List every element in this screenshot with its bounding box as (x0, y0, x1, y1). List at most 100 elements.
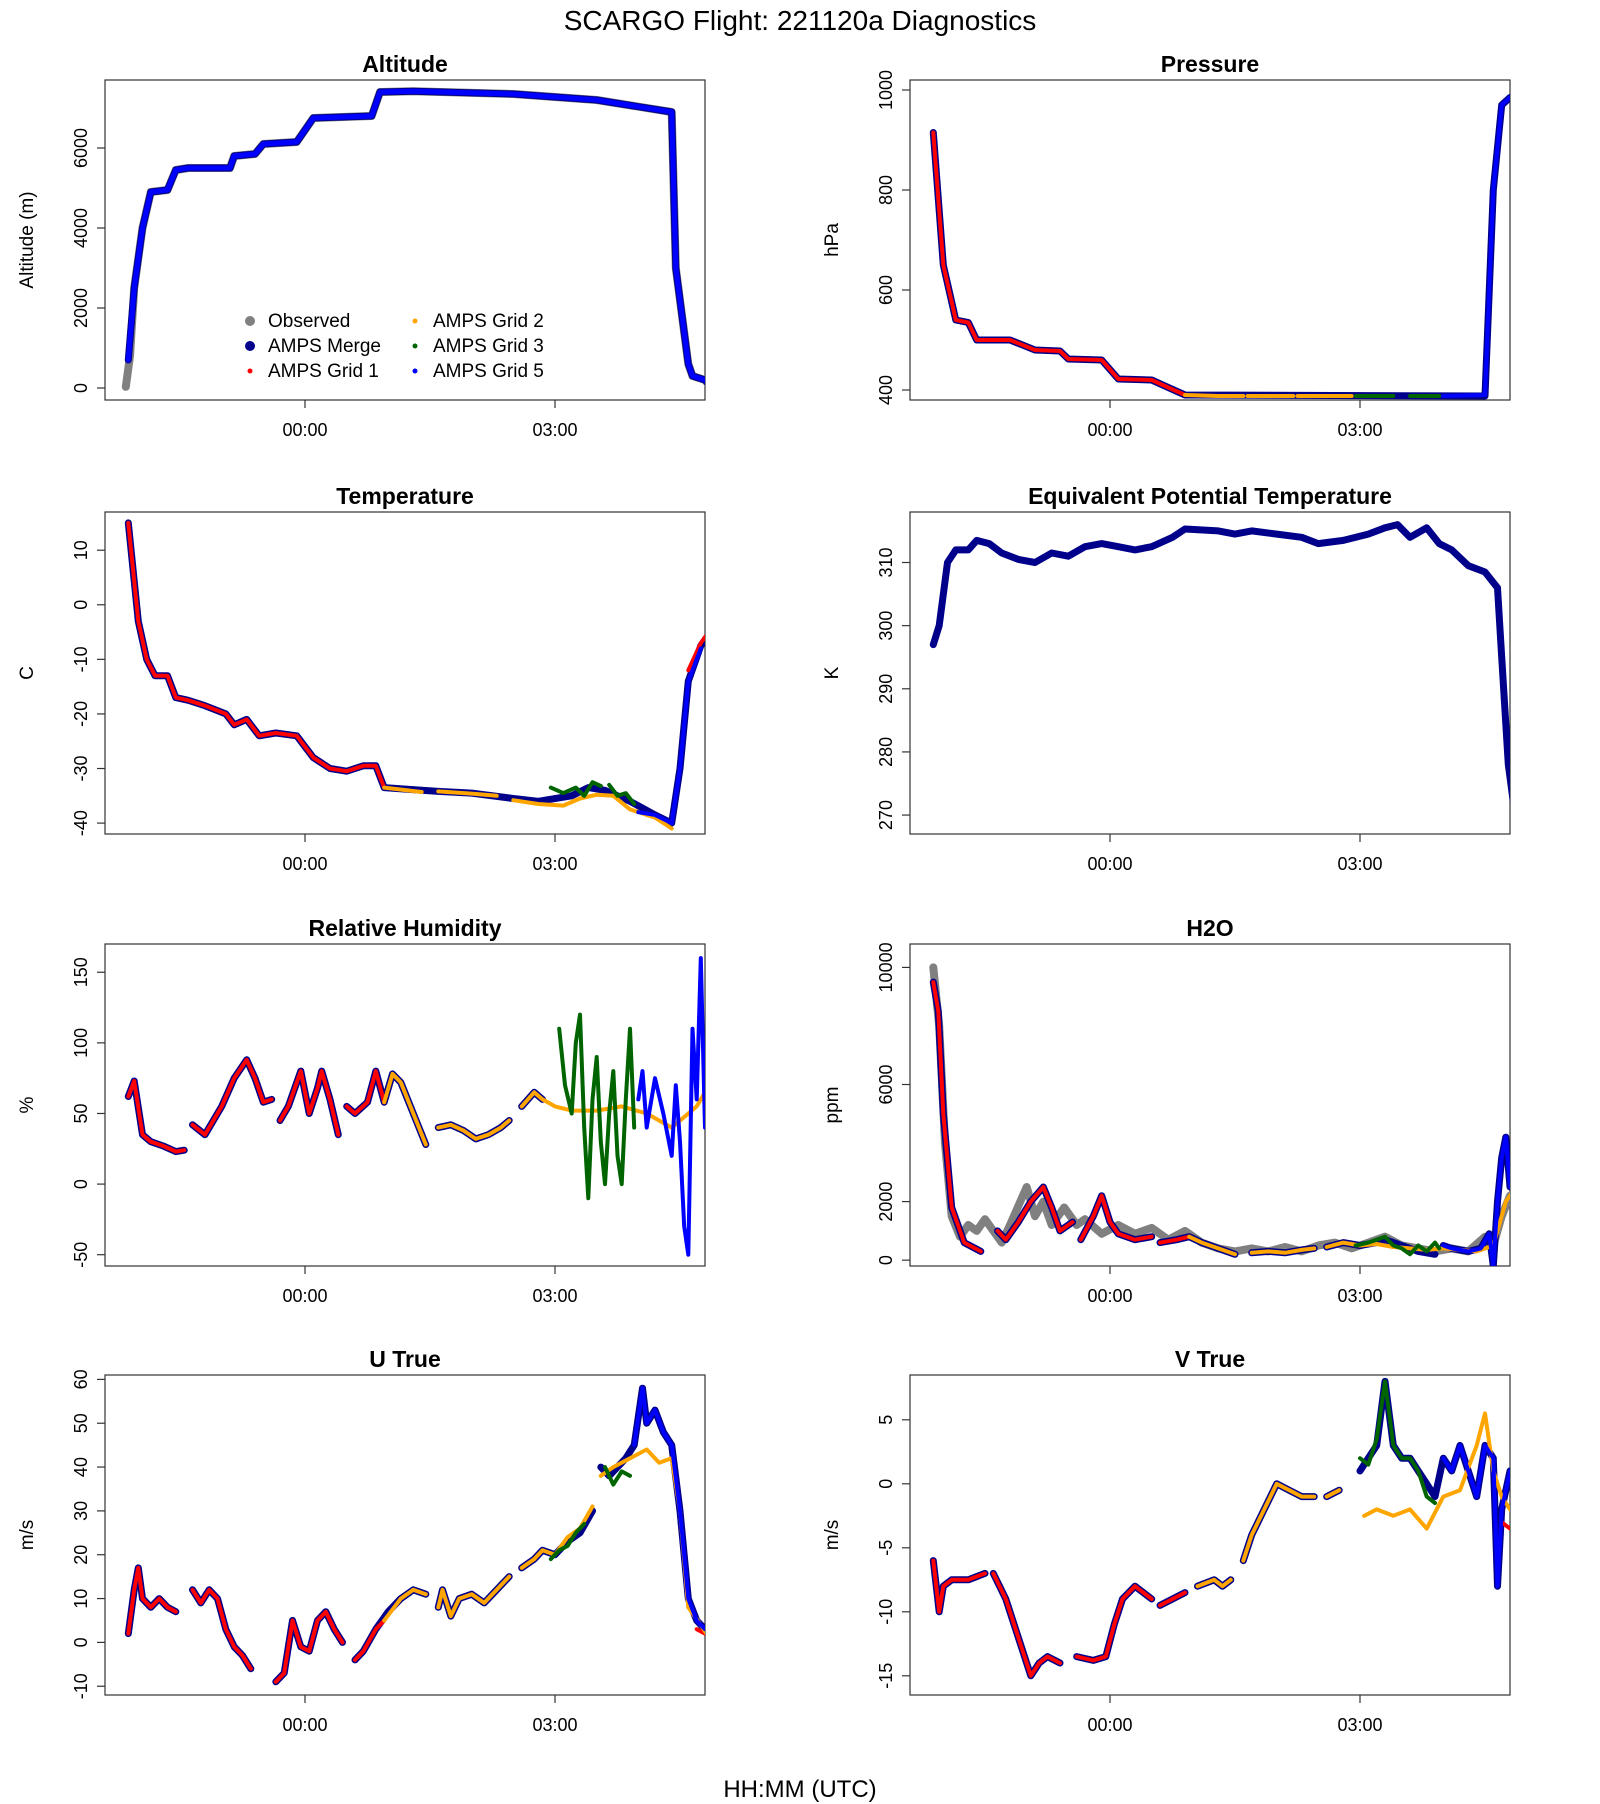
altitude-title: Altitude (362, 51, 448, 77)
legend-label-amps-grid-3: AMPS Grid 3 (433, 336, 544, 357)
legend-marker-amps-grid-2 (412, 318, 418, 324)
v-true-series-amps-grid-2 (1324, 1488, 1342, 1499)
u-true-ytick-label: 20 (71, 1545, 91, 1565)
u-true-xtick-label: 03:00 (532, 1715, 577, 1735)
u-true-ytick-label: 50 (71, 1413, 91, 1433)
relative-humidity-ytick-label: -50 (71, 1242, 91, 1268)
h2o-ytick-label: 10000 (876, 942, 896, 992)
h2o-ylabel: ppm (822, 1087, 843, 1124)
h2o-series-amps-grid-3 (1353, 1234, 1442, 1257)
u-true-series-amps-grid-2 (382, 1587, 428, 1623)
h2o-series-amps-grid-1 (931, 980, 983, 1254)
equivalent-potential-temperature-ytick-label: 270 (876, 800, 896, 830)
equivalent-potential-temperature-frame (909, 511, 1511, 835)
altitude-ytick-label: 0 (71, 383, 91, 393)
temperature-ytick-label: 10 (71, 540, 91, 560)
h2o-ytick-label: 0 (876, 1255, 896, 1265)
temperature-series-amps-grid-3 (548, 780, 603, 798)
altitude-ytick-label: 2000 (71, 288, 91, 328)
temperature-ytick-label: 0 (71, 600, 91, 610)
pressure-xtick-label: 03:00 (1337, 420, 1382, 440)
v-true-series-amps-grid-2 (1195, 1577, 1233, 1589)
u-true-series-amps-grid-1 (694, 1627, 705, 1637)
relative-humidity-series-amps-grid-1 (278, 1069, 341, 1137)
altitude-series-amps-grid-5 (125, 88, 705, 384)
altitude-panel: Altitude Altitude (m) 0 2000 4000 6000 00:00 03… (17, 51, 706, 440)
h2o-panel: H2O ppm 0 2000 6000 10000 00:00 03:00 (822, 915, 1511, 1306)
u-true-series-amps-grid-2 (436, 1574, 512, 1619)
temperature-series-amps-grid-2 (436, 789, 499, 798)
h2o-title: H2O (1186, 915, 1233, 941)
u-true-ytick-label: -10 (71, 1673, 91, 1699)
relative-humidity-ylabel: % (17, 1096, 38, 1113)
relative-humidity-series-amps-grid-1 (344, 1069, 387, 1116)
temperature-series-amps-grid-1 (686, 633, 705, 673)
h2o-series-observed (929, 963, 1510, 1256)
equivalent-potential-temperature-ytick-label: 290 (876, 674, 896, 704)
temperature-ytick-label: -30 (71, 756, 91, 782)
v-true-ytick-label: -5 (876, 1540, 896, 1556)
u-true-series-amps-grid-1 (190, 1587, 253, 1671)
relative-humidity-series-amps-grid-2 (436, 1118, 512, 1141)
v-true-series-amps-grid-5 (1441, 1443, 1510, 1589)
relative-humidity-title: Relative Humidity (309, 915, 502, 941)
u-true-series-amps-grid-5 (632, 1386, 705, 1632)
v-true-title: V True (1175, 1346, 1245, 1372)
figure-title: SCARGO Flight: 221120a Diagnostics (563, 5, 1037, 36)
relative-humidity-ytick-label: 0 (71, 1179, 91, 1189)
v-true-series-amps-grid-1 (1158, 1590, 1187, 1608)
relative-humidity-xtick-label: 03:00 (532, 1286, 577, 1306)
v-true-panel: V True m/s -15 -10 -5 0 5 00:00 03:00 (822, 1346, 1511, 1735)
relative-humidity-xtick-label: 00:00 (282, 1286, 327, 1306)
relative-humidity-ytick-label: 150 (71, 957, 91, 987)
legend-marker-observed (245, 316, 255, 326)
h2o-xtick-label: 03:00 (1337, 1286, 1382, 1306)
equivalent-potential-temperature-xtick-label: 00:00 (1087, 854, 1132, 874)
temperature-ylabel: C (17, 666, 38, 680)
legend-label-amps-grid-2: AMPS Grid 2 (433, 311, 544, 332)
h2o-series-amps-grid-1 (995, 1185, 1075, 1242)
legend-marker-amps-grid-3 (412, 343, 418, 349)
v-true-frame (909, 1374, 1511, 1696)
pressure-title: Pressure (1161, 51, 1259, 77)
u-true-ytick-label: 30 (71, 1501, 91, 1521)
figure-xlabel: HH:MM (UTC) (723, 1776, 877, 1803)
temperature-ytick-label: -20 (71, 701, 91, 727)
temperature-ytick-label: -10 (71, 646, 91, 672)
h2o-series-amps-grid-5 (1441, 1135, 1510, 1266)
legend: Observed AMPS Merge AMPS Grid 1 AMPS Grid 2… (245, 311, 544, 382)
u-true-series-amps-grid-1 (353, 1618, 387, 1662)
relative-humidity-ytick-label: 50 (71, 1103, 91, 1123)
h2o-series-amps-grid-2 (1187, 1234, 1237, 1257)
v-true-series-amps-grid-1 (1499, 1520, 1510, 1531)
v-true-series-amps-grid-1 (931, 1558, 987, 1614)
u-true-ylabel: m/s (17, 1520, 38, 1551)
v-true-xtick-label: 00:00 (1087, 1715, 1132, 1735)
v-true-ytick-label: -15 (876, 1663, 896, 1689)
legend-marker-amps-grid-5 (412, 368, 418, 374)
relative-humidity-panel: Relative Humidity% -50 0 50 100 150 00:00 03:00 (17, 915, 706, 1306)
v-true-ytick-label: 5 (876, 1415, 896, 1425)
u-true-ytick-label: 40 (71, 1457, 91, 1477)
pressure-series-amps-grid-2 (1183, 393, 1246, 398)
temperature-series-amps-grid-2 (382, 785, 424, 794)
legend-label-amps-grid-5: AMPS Grid 5 (433, 361, 544, 382)
u-true-ytick-label: 0 (71, 1637, 91, 1647)
u-true-ytick-label: 60 (71, 1369, 91, 1389)
v-true-ytick-label: 0 (876, 1479, 896, 1489)
h2o-ytick-label: 2000 (876, 1182, 896, 1222)
pressure-xtick-label: 00:00 (1087, 420, 1132, 440)
v-true-ytick-label: -10 (876, 1599, 896, 1625)
temperature-frame (104, 511, 706, 835)
altitude-frame (104, 79, 706, 401)
relative-humidity-ytick-label: 100 (71, 1028, 91, 1058)
temperature-xtick-label: 03:00 (532, 854, 577, 874)
temperature-series-amps-grid-1 (126, 520, 387, 790)
v-true-series-amps-grid-1 (1074, 1584, 1154, 1663)
pressure-series-amps-grid-1 (931, 130, 1187, 397)
relative-humidity-series-amps-grid-3 (557, 1012, 637, 1201)
pressure-series-amps-grid-5 (1441, 95, 1510, 398)
relative-humidity-series-amps-grid-5 (636, 956, 705, 1257)
v-true-series-amps-grid-1 (991, 1571, 1062, 1678)
